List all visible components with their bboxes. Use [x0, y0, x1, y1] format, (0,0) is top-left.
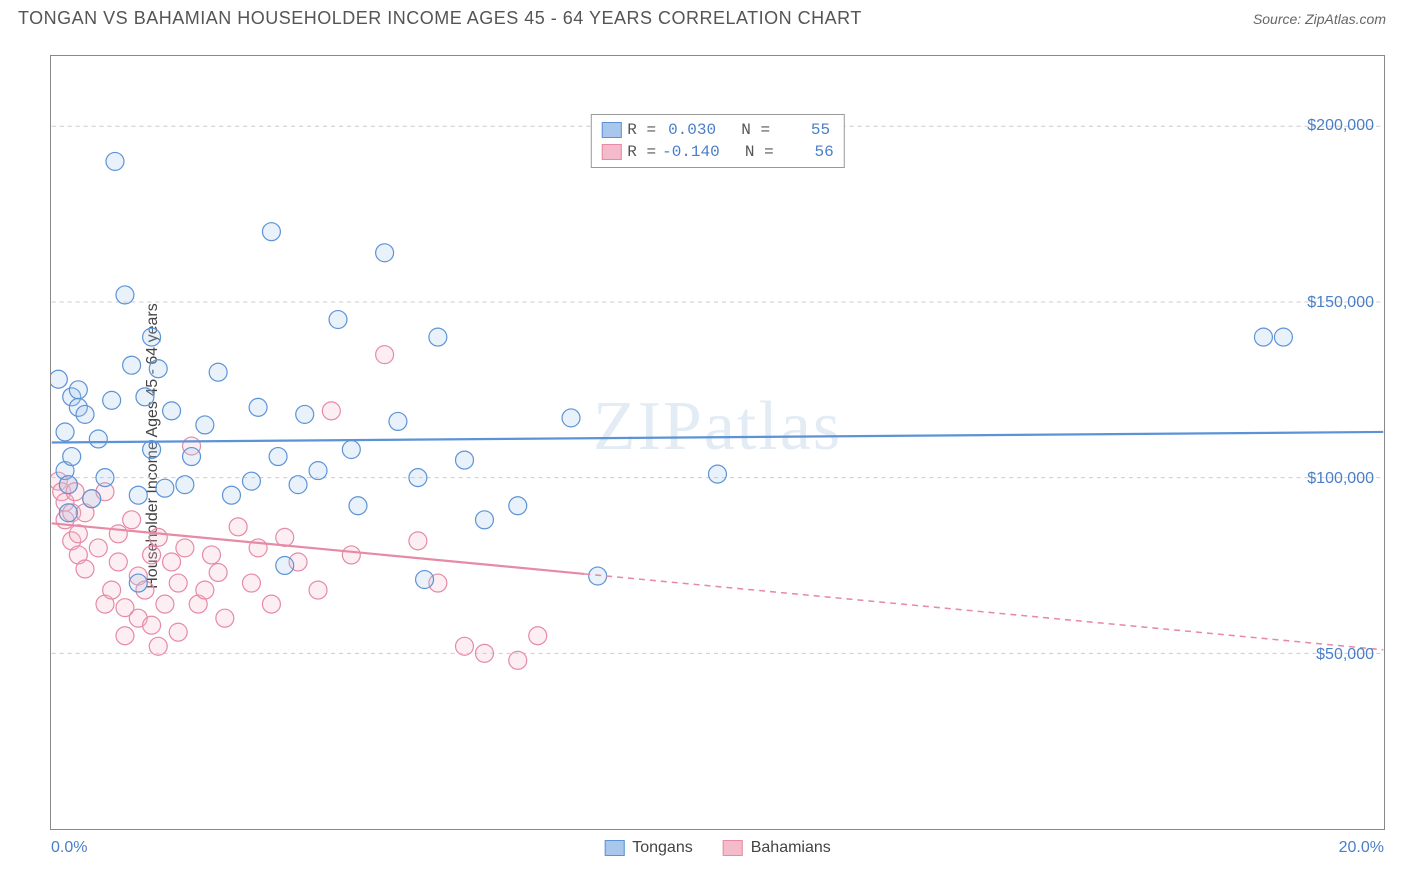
y-tick-label: $50,000	[1316, 646, 1374, 664]
x-tick-min: 0.0%	[51, 839, 87, 857]
r-label: R =	[627, 119, 656, 141]
swatch-tongans-icon	[604, 840, 624, 856]
series-legend: Tongans Bahamians	[604, 839, 831, 857]
y-tick-label: $150,000	[1307, 294, 1374, 312]
swatch-bahamians-icon	[723, 840, 743, 856]
legend-label: Tongans	[632, 839, 693, 857]
legend-item-tongans: Tongans	[604, 839, 693, 857]
swatch-bahamians-icon	[601, 144, 621, 160]
n-label: N =	[726, 141, 774, 163]
n-value-bahamians: 56	[780, 141, 834, 163]
r-label: R =	[627, 141, 656, 163]
chart-source: Source: ZipAtlas.com	[1253, 11, 1386, 27]
swatch-tongans-icon	[601, 122, 621, 138]
legend-item-bahamians: Bahamians	[723, 839, 831, 857]
chart-title: TONGAN VS BAHAMIAN HOUSEHOLDER INCOME AG…	[18, 8, 862, 29]
r-value-tongans: 0.030	[662, 119, 716, 141]
legend-label: Bahamians	[751, 839, 831, 857]
r-value-bahamians: -0.140	[662, 141, 720, 163]
correlation-legend: R = 0.030 N = 55 R = -0.140 N = 56	[590, 114, 844, 168]
n-value-tongans: 55	[776, 119, 830, 141]
scatter-plot-svg	[51, 56, 1384, 829]
legend-row-tongans: R = 0.030 N = 55	[601, 119, 833, 141]
n-label: N =	[722, 119, 770, 141]
legend-row-bahamians: R = -0.140 N = 56	[601, 141, 833, 163]
y-tick-label: $200,000	[1307, 117, 1374, 135]
x-tick-max: 20.0%	[1339, 839, 1384, 857]
plot-area: ZIPatlas R = 0.030 N = 55 R = -0.140 N =…	[50, 55, 1385, 830]
y-tick-label: $100,000	[1307, 470, 1374, 488]
